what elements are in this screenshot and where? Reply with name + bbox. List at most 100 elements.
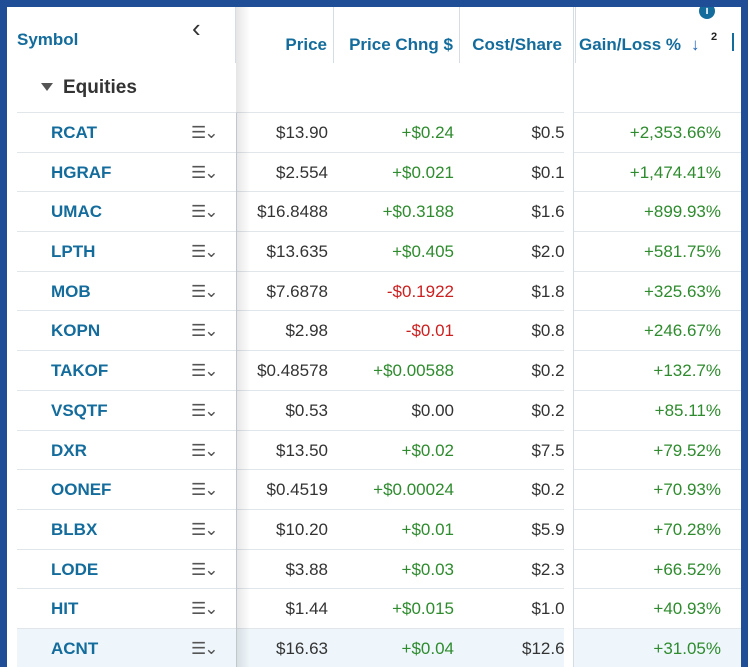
row-menu-icon[interactable]: ☰⌄ — [191, 321, 218, 341]
price-change-cell: +$0.405 — [392, 242, 454, 262]
frozen-column-divider — [236, 113, 237, 667]
symbol-link[interactable]: HGRAF — [51, 162, 112, 182]
table-row[interactable]: OONEF ☰⌄ $0.4519 +$0.00024 $0.26 +70.93% — [17, 470, 741, 510]
cost-share-cell: $12.69 — [522, 638, 574, 658]
row-menu-icon[interactable]: ☰⌄ — [191, 242, 218, 262]
col-header-price-chng-label: Price Chng $ — [349, 35, 453, 54]
cost-share-cell: $0.26 — [531, 480, 574, 500]
row-menu-icon[interactable]: ☰⌄ — [191, 599, 218, 619]
price-change-cell: +$0.01 — [401, 519, 454, 539]
row-menu-icon[interactable]: ☰⌄ — [191, 123, 218, 142]
gain-loss-cell: +899.93% — [643, 202, 721, 222]
price-change-cell: +$0.03 — [401, 559, 454, 579]
price-change-cell: +$0.00588 — [373, 361, 454, 381]
table-row[interactable]: HIT ☰⌄ $1.44 +$0.015 $1.02 +40.93% — [17, 589, 741, 629]
holdings-grid: Symbol ‹ Price Price Chng $ Cost/Share G… — [7, 7, 741, 667]
price-change-cell: +$0.02 — [401, 440, 454, 460]
col-header-cost-share[interactable]: Cost/Share — [460, 7, 564, 63]
price-cell: $0.48578 — [257, 361, 328, 381]
gain-loss-cell: +31.05% — [653, 638, 721, 658]
cost-share-cell: $5.99 — [531, 519, 574, 539]
cost-share-cell: $2.00 — [531, 242, 574, 262]
sort-rank-badge: 2 — [711, 31, 718, 43]
table-row[interactable]: VSQTF ☰⌄ $0.53 $0.00 $0.29 +85.11% — [17, 391, 741, 431]
price-cell: $2.554 — [276, 162, 328, 182]
row-menu-icon[interactable]: ☰⌄ — [191, 400, 218, 420]
price-cell: $0.53 — [285, 400, 328, 420]
price-change-cell: +$0.24 — [401, 123, 454, 142]
symbol-link[interactable]: ACNT — [51, 638, 99, 658]
col-header-symbol[interactable]: Symbol ‹ — [7, 7, 236, 63]
symbol-link[interactable]: LPTH — [51, 242, 96, 262]
table-row[interactable]: BLBX ☰⌄ $10.20 +$0.01 $5.99 +70.28% — [17, 510, 741, 550]
row-menu-icon[interactable]: ☰⌄ — [191, 361, 218, 381]
symbol-link[interactable]: LODE — [51, 559, 99, 579]
col-header-cost-share-label: Cost/Share — [472, 35, 562, 54]
gain-loss-cell: +2,353.66% — [629, 123, 721, 142]
symbol-link[interactable]: RCAT — [51, 123, 97, 142]
group-label: Equities — [63, 77, 137, 98]
cost-share-cell: $0.57 — [531, 123, 574, 142]
price-change-cell: +$0.021 — [392, 162, 454, 182]
row-menu-icon[interactable]: ☰⌄ — [191, 559, 218, 579]
gain-loss-cell: +70.28% — [653, 519, 721, 539]
price-change-cell: $0.00 — [411, 400, 454, 420]
price-change-cell: +$0.015 — [392, 599, 454, 619]
expand-triangle-icon[interactable] — [41, 83, 53, 91]
table-row[interactable]: ACNT ☰⌄ $16.63 +$0.04 $12.69 +31.05% — [17, 628, 741, 667]
symbol-link[interactable]: BLBX — [51, 519, 98, 539]
collapse-column-icon[interactable]: ‹ — [192, 13, 201, 43]
price-cell: $2.98 — [285, 321, 328, 341]
table-row[interactable]: HGRAF ☰⌄ $2.554 +$0.021 $0.16 +1,474.41% — [17, 153, 741, 193]
row-menu-icon[interactable]: ☰⌄ — [191, 162, 218, 182]
cost-share-cell: $0.86 — [531, 321, 574, 341]
cost-share-cell: $7.52 — [531, 440, 574, 460]
table-row[interactable]: MOB ☰⌄ $7.6878 -$0.1922 $1.81 +325.63% — [17, 272, 741, 312]
gain-loss-cell: +79.52% — [653, 440, 721, 460]
col-header-price-chng[interactable]: Price Chng $ — [334, 7, 460, 63]
cost-share-cell: $0.29 — [531, 400, 574, 420]
price-cell: $0.4519 — [266, 480, 328, 500]
gain-loss-cell: +581.75% — [643, 242, 721, 262]
symbol-link[interactable]: OONEF — [51, 480, 112, 500]
col-header-gain-loss[interactable]: Gain/Loss % ↓ 2 — [575, 7, 725, 63]
symbol-link[interactable]: UMAC — [51, 202, 102, 222]
table-row[interactable]: TAKOF ☰⌄ $0.48578 +$0.00588 $0.21 +132.7% — [17, 351, 741, 391]
price-cell: $10.20 — [276, 519, 328, 539]
row-menu-icon[interactable]: ☰⌄ — [191, 202, 218, 222]
table-row[interactable]: UMAC ☰⌄ $16.8488 +$0.3188 $1.69 +899.93% — [17, 192, 741, 233]
price-change-cell: +$0.3188 — [382, 202, 454, 222]
info-icon[interactable]: i — [699, 7, 715, 19]
grid-header: Symbol ‹ Price Price Chng $ Cost/Share G… — [7, 7, 741, 63]
gain-loss-cell: +246.67% — [643, 321, 721, 341]
cost-share-cell: $1.69 — [531, 202, 574, 222]
table-row[interactable]: LODE ☰⌄ $3.88 +$0.03 $2.33 +66.52% — [17, 550, 741, 590]
col-header-price-label: Price — [285, 35, 327, 54]
row-menu-icon[interactable]: ☰⌄ — [191, 440, 218, 460]
row-menu-icon[interactable]: ☰⌄ — [191, 281, 218, 301]
col-header-price[interactable]: Price — [237, 7, 334, 63]
symbol-link[interactable]: HIT — [51, 599, 79, 619]
symbol-link[interactable]: MOB — [51, 281, 91, 301]
table-row[interactable]: LPTH ☰⌄ $13.635 +$0.405 $2.00 +581.75% — [17, 232, 741, 272]
sort-desc-icon: ↓ — [691, 35, 700, 54]
row-menu-icon[interactable]: ☰⌄ — [191, 638, 218, 658]
symbol-link[interactable]: VSQTF — [51, 400, 108, 420]
symbol-link[interactable]: DXR — [51, 440, 87, 460]
gain-loss-cell: +70.93% — [653, 480, 721, 500]
symbol-link[interactable]: TAKOF — [51, 361, 109, 381]
price-cell: $1.44 — [285, 599, 328, 619]
row-menu-icon[interactable]: ☰⌄ — [191, 519, 218, 539]
price-cell: $3.88 — [285, 559, 328, 579]
price-change-cell: +$0.04 — [401, 638, 454, 658]
row-menu-icon[interactable]: ☰⌄ — [191, 480, 218, 500]
price-cell: $16.63 — [276, 638, 328, 658]
table-row[interactable]: KOPN ☰⌄ $2.98 -$0.01 $0.86 +246.67% — [17, 311, 741, 352]
table-row[interactable]: DXR ☰⌄ $13.50 +$0.02 $7.52 +79.52% — [17, 431, 741, 471]
cost-share-cell: $1.81 — [531, 281, 574, 301]
table-row[interactable]: RCAT ☰⌄ $13.90 +$0.24 $0.57 +2,353.66% — [17, 113, 741, 153]
symbol-link[interactable]: KOPN — [51, 321, 101, 341]
group-row-equities[interactable]: Equities — [17, 63, 741, 113]
holdings-rows: RCAT ☰⌄ $13.90 +$0.24 $0.57 +2,353.66% HGRAF ☰⌄… — [7, 113, 741, 667]
gain-loss-cell: +132.7% — [653, 361, 721, 381]
